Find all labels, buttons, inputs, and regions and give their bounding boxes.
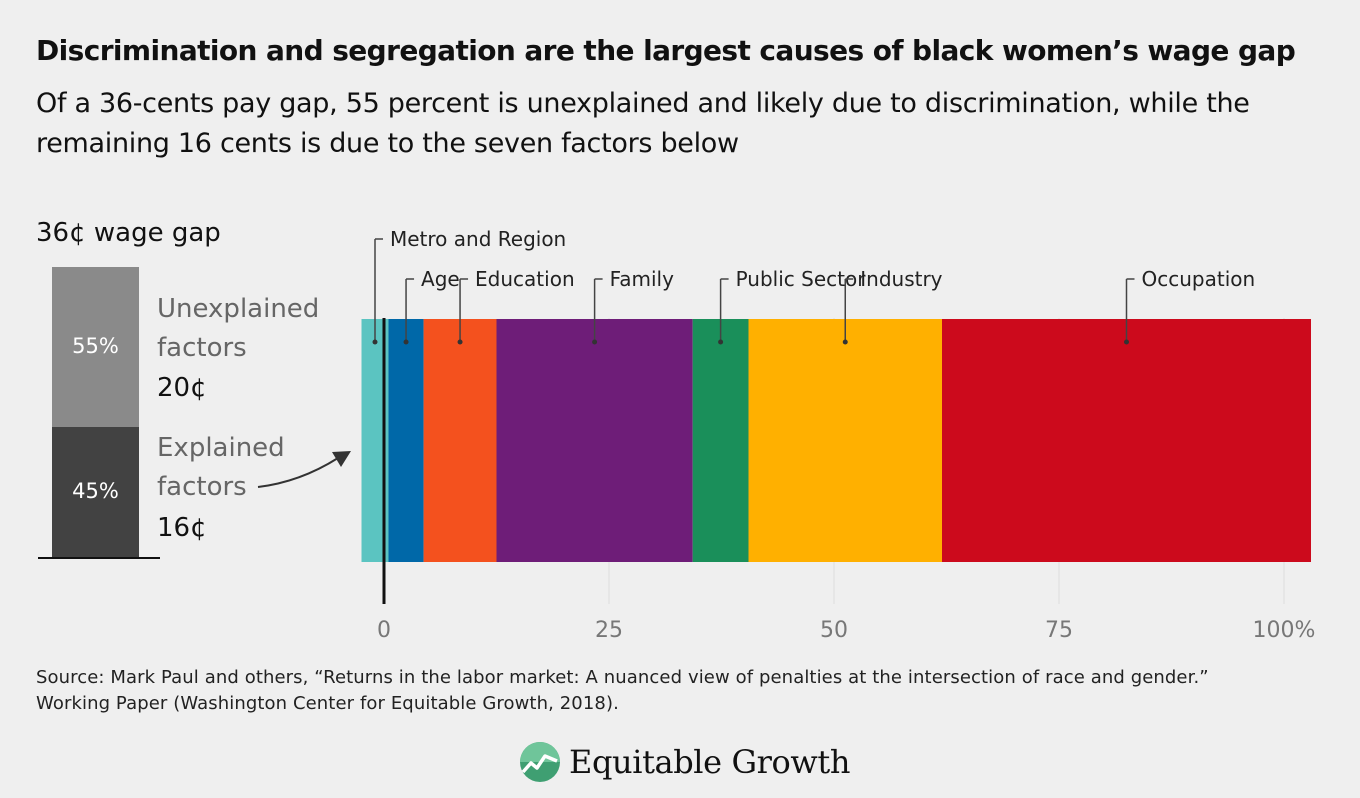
chart-subtitle: Of a 36-cents pay gap, 55 percent is une… [36, 88, 1250, 159]
series-label: Family [610, 267, 675, 291]
bar-segment-family [496, 319, 693, 562]
brand-logo: Equitable Growth [519, 740, 850, 784]
chart-title: Discrimination and segregation are the l… [36, 34, 1296, 67]
arrow-head-icon [332, 451, 351, 467]
growth-leaf-icon [520, 742, 560, 782]
brand-name: Equitable Growth [569, 743, 851, 781]
series-label: Industry [860, 267, 942, 291]
x-tick-label: 0 [377, 618, 391, 643]
unexplained-value: 20¢ [157, 373, 207, 403]
x-tick-label: 100% [1253, 618, 1316, 643]
explained-value: 16¢ [157, 513, 207, 543]
x-tick-label: 25 [595, 618, 623, 643]
callout-dot [592, 339, 598, 345]
stack-baseline [38, 557, 160, 559]
bar-segment-occupation [942, 319, 1311, 562]
series-label: Metro and Region [390, 227, 566, 251]
x-tick-label: 75 [1045, 618, 1073, 643]
callout-dot [1124, 339, 1129, 345]
bar-segment-public-sector [692, 319, 749, 562]
explained-label: Explained factors [157, 433, 285, 502]
bar-segment-education [423, 319, 497, 562]
x-tick-label: 50 [820, 618, 848, 643]
series-label: Age [421, 267, 460, 291]
explained-arrow [257, 457, 339, 488]
unexplained-bar: 55% [52, 267, 139, 427]
callout-dot [403, 339, 409, 345]
explained-percent-label: 45% [72, 478, 119, 503]
unexplained-percent-label: 55% [72, 333, 119, 358]
callout-dot [842, 339, 848, 345]
unexplained-label: Unexplained factors [157, 294, 320, 363]
bar-segment-industry [748, 319, 942, 562]
series-label: Education [475, 267, 575, 291]
series-label: Public Sector [736, 267, 867, 291]
explained-bar: 45% [52, 426, 139, 557]
callout-dot [457, 339, 463, 345]
callout-dot [372, 339, 378, 345]
bar-segment-age [388, 319, 424, 562]
wage-gap-title: 36¢ wage gap [36, 218, 221, 248]
callout-dot [718, 339, 724, 345]
source-note: Source: Mark Paul and others, “Returns i… [36, 667, 1209, 714]
factor-chart: Metro and Region Age Education Family Public… [257, 227, 1316, 643]
series-label: Occupation [1142, 267, 1256, 291]
